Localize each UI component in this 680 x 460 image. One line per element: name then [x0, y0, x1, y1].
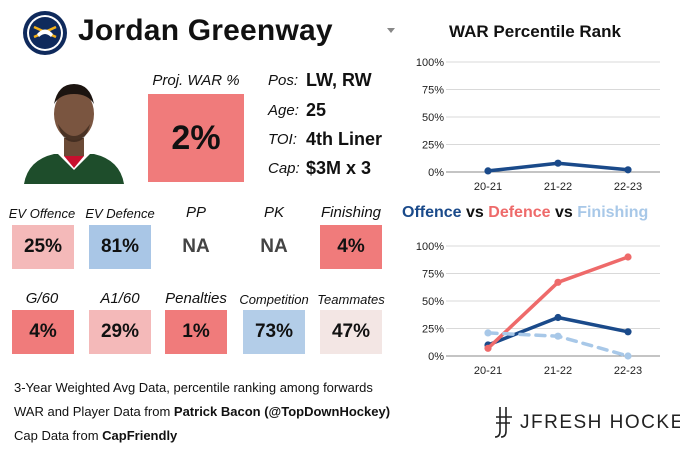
age-value: 25 — [306, 100, 327, 120]
pos-label: Pos: — [268, 72, 299, 89]
footer-cap-source: Cap Data from CapFriendly — [14, 428, 177, 443]
y-tick-label: 25% — [422, 324, 444, 336]
chart2-title-vs-2: vs — [550, 204, 578, 221]
stat-label-ev-offence: EV Offence — [8, 206, 76, 221]
stat-label-teammates: Teammates — [317, 292, 385, 307]
proj-war-label: Proj. WAR % — [152, 72, 240, 89]
footer-cap-prefix: Cap Data from — [14, 428, 103, 443]
stat-label-g60: G/60 — [25, 290, 59, 307]
stat-label-ev-defence: EV Defence — [85, 206, 155, 221]
cap-label: Cap: — [268, 160, 300, 177]
y-tick-label: 25% — [422, 140, 444, 152]
x-tick-label: 22-23 — [614, 365, 642, 377]
data-point-finishing — [484, 329, 492, 337]
toi-value: 4th Liner — [306, 129, 383, 149]
data-point-defence — [624, 253, 632, 261]
data-point-war — [554, 159, 562, 167]
stat-value-finishing: 4% — [320, 225, 382, 269]
chart1-title: WAR Percentile Rank — [449, 22, 621, 41]
pos-value: LW, RW — [306, 70, 372, 90]
y-tick-label: 0% — [428, 167, 444, 179]
y-tick-label: 75% — [422, 85, 444, 97]
data-point-offence — [624, 328, 632, 336]
stat-value-ev-offence: 25% — [12, 225, 74, 269]
footer-war-credit-link[interactable]: Patrick Bacon (@TopDownHockey) — [173, 404, 391, 419]
stat-label-pk: PK — [263, 204, 284, 221]
footer-war-prefix: WAR and Player Data from — [14, 404, 174, 419]
data-point-war — [624, 166, 632, 174]
player-name: Jordan Greenway — [78, 14, 333, 47]
toi-label: TOI: — [268, 131, 297, 148]
age-label: Age: — [268, 102, 299, 119]
x-tick-label: 21-22 — [544, 181, 572, 193]
stat-label-competition: Competition — [239, 292, 309, 307]
stat-label-pp: PP — [185, 204, 206, 221]
stat-value-pk: NA — [260, 236, 288, 257]
y-tick-label: 75% — [422, 269, 444, 281]
data-point-finishing — [554, 332, 562, 340]
y-tick-label: 0% — [428, 351, 444, 363]
proj-war-value: 2% — [148, 94, 244, 182]
stat-label-finishing: Finishing — [320, 204, 382, 221]
y-tick-label: 100% — [416, 241, 444, 253]
x-tick-label: 20-21 — [474, 365, 502, 377]
y-tick-label: 50% — [422, 296, 444, 308]
stat-label-a160: A1/60 — [100, 290, 140, 307]
cap-value: $3M x 3 — [306, 158, 372, 178]
chart2-title-offence: Offence — [402, 204, 462, 221]
data-point-defence — [484, 344, 492, 352]
stat-value-pp: NA — [182, 236, 210, 257]
footer-war-source: WAR and Player Data from Patrick Bacon (… — [14, 404, 390, 419]
chart2-title: Offence vs Defence vs Finishing — [402, 204, 672, 222]
stat-value-ev-defence: 81% — [89, 225, 151, 269]
stat-value-teammates: 47% — [320, 310, 382, 354]
stat-value-g60: 4% — [12, 310, 74, 354]
chart2-title-finishing: Finishing — [577, 204, 649, 221]
footer-cap-credit-link[interactable]: CapFriendly — [102, 428, 178, 443]
y-tick-label: 50% — [422, 112, 444, 124]
war-percentile-chart: 0% 25% 50% 75% 100% 20-21 21-22 22-23 — [416, 57, 660, 193]
data-point-finishing — [624, 352, 632, 360]
sabres-logo-icon — [23, 11, 67, 55]
chevron-down-icon[interactable] — [387, 28, 395, 33]
player-headshot — [14, 64, 134, 184]
x-tick-label: 20-21 — [474, 181, 502, 193]
x-tick-label: 21-22 — [544, 365, 572, 377]
offence-defence-finishing-chart: 0% 25% 50% 75% 100% 20-21 21-22 22-23 — [416, 241, 660, 377]
jfresh-logo-icon — [494, 407, 512, 438]
stat-value-a160: 29% — [89, 310, 151, 354]
x-tick-label: 22-23 — [614, 181, 642, 193]
data-point-defence — [554, 278, 562, 286]
chart2-title-defence: Defence — [488, 204, 551, 221]
stat-label-penalties: Penalties — [165, 290, 227, 307]
series-line-offence — [486, 315, 630, 347]
footer-note: 3-Year Weighted Avg Data, percentile ran… — [14, 380, 373, 395]
stat-value-penalties: 1% — [165, 310, 227, 354]
y-tick-label: 100% — [416, 57, 444, 69]
data-point-war — [484, 167, 492, 175]
data-point-offence — [554, 313, 562, 322]
chart2-title-vs-1: vs — [461, 204, 489, 221]
brand-name: JFRESH HOCKEY — [520, 412, 680, 433]
stat-value-competition: 73% — [243, 310, 305, 354]
